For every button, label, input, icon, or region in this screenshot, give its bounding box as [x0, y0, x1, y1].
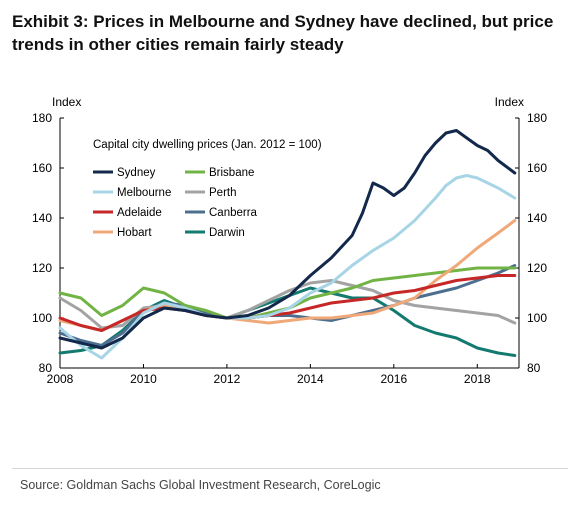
- series-line-sydney: [58, 129, 517, 350]
- y-tick-label-left: 120: [32, 261, 52, 275]
- series-line-adelaide: [58, 274, 517, 332]
- legend-label-sydney: Sydney: [117, 167, 156, 179]
- y-tick-label-left: 80: [39, 361, 53, 375]
- legend-label-melbourne: Melbourne: [117, 187, 171, 199]
- series-line-canberra: [58, 264, 517, 347]
- x-tick-label: 2018: [464, 372, 491, 386]
- x-tick-label: 2016: [380, 372, 407, 386]
- x-tick-label: 2008: [47, 372, 74, 386]
- footer-divider: [12, 468, 568, 469]
- y-tick-label-left: 140: [32, 211, 52, 225]
- y-tick-label-right: 140: [527, 211, 547, 225]
- legend-layer: Sydney Melbourne Adelaide Hobart Brisbane Per…: [93, 167, 258, 239]
- legend-label-adelaide: Adelaide: [117, 207, 162, 219]
- y-tick-label-left: 160: [32, 161, 52, 175]
- price-index-chart: 80 80 100 100 120 120 140 140 160 160 180 180 2008 20…: [0, 90, 580, 390]
- y-tick-label-right: 100: [527, 311, 547, 325]
- source-note: Source: Goldman Sachs Global Investment …: [20, 478, 381, 492]
- y-axis-title-left: Index: [52, 95, 81, 109]
- y-axis-title-right: Index: [495, 95, 524, 109]
- x-tick-label: 2014: [297, 372, 324, 386]
- y-tick-label-right: 120: [527, 261, 547, 275]
- y-tick-label-left: 180: [32, 111, 52, 125]
- y-tick-label-left: 100: [32, 311, 52, 325]
- legend-label-canberra: Canberra: [209, 207, 258, 219]
- chart-subtitle: Capital city dwelling prices (Jan. 2012 …: [93, 139, 322, 151]
- lines-layer: [58, 129, 517, 360]
- y-tick-label-right: 180: [527, 111, 547, 125]
- y-tick-label-right: 80: [527, 361, 541, 375]
- x-tick-label: 2010: [130, 372, 157, 386]
- legend-label-brisbane: Brisbane: [209, 167, 254, 179]
- series-line-melbourne: [58, 174, 517, 360]
- legend-label-hobart: Hobart: [117, 227, 152, 239]
- y-tick-label-right: 160: [527, 161, 547, 175]
- chart-svg: 80 80 100 100 120 120 140 140 160 160 180 180 2008 20…: [32, 95, 547, 386]
- exhibit-title: Exhibit 3: Prices in Melbourne and Sydne…: [12, 12, 554, 54]
- legend-label-perth: Perth: [209, 187, 237, 199]
- axes-layer: 80 80 100 100 120 120 140 140 160 160 180 180 2008 20…: [32, 95, 547, 386]
- x-tick-label: 2012: [214, 372, 241, 386]
- legend-label-darwin: Darwin: [209, 227, 245, 239]
